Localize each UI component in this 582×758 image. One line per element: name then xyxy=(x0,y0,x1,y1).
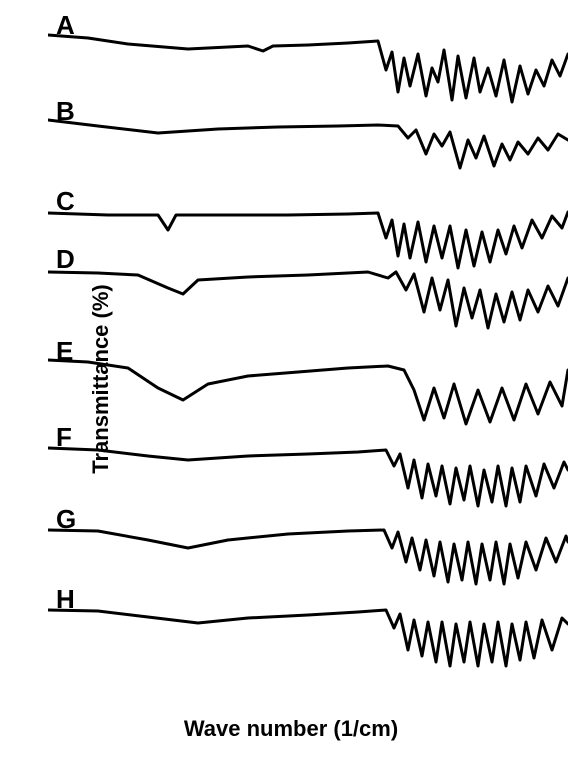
plot-area: A B CD E F G H xyxy=(48,10,568,690)
x-axis-label: Wave number (1/cm) xyxy=(184,716,398,742)
spectrum-trace-b xyxy=(48,120,568,168)
trace-label-f: F xyxy=(56,422,72,453)
spectrum-trace-c xyxy=(48,212,568,268)
trace-label-b: B xyxy=(56,96,75,127)
ir-spectra-figure: Transmittance (%) Wave number (1/cm) ABC… xyxy=(0,0,582,758)
spectrum-trace-e xyxy=(48,360,568,424)
trace-label-h: H xyxy=(56,584,75,615)
trace-label-c: C xyxy=(56,186,75,217)
spectrum-trace-d xyxy=(48,272,568,328)
trace-label-a: A xyxy=(56,10,75,41)
spectrum-trace-f xyxy=(48,448,568,506)
trace-label-e: E xyxy=(56,336,73,367)
spectrum-trace-a xyxy=(48,35,568,102)
trace-label-g: G xyxy=(56,504,76,535)
spectra-svg xyxy=(48,10,568,690)
trace-label-d: D xyxy=(56,244,75,275)
spectrum-trace-g xyxy=(48,530,568,584)
spectrum-trace-h xyxy=(48,610,568,666)
